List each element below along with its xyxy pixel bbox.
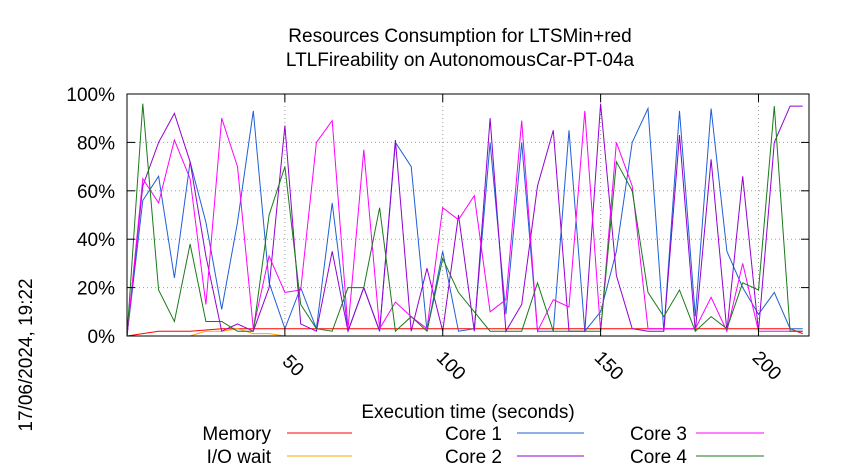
legend-label: Memory [202,424,271,445]
y-tick-label: 40% [77,230,115,251]
y-tick-label: 60% [77,182,115,203]
series-line-core-4 [126,103,803,337]
legend-label: I/O wait [207,447,272,468]
legend-label: Core 1 [445,424,502,445]
legend-label: Core 3 [630,424,687,445]
chart-subtitle: LTLFireability on AutonomousCar-PT-04a [286,50,635,71]
grid-lines [127,94,809,336]
x-tick-label: 150 [590,347,627,384]
timestamp-label: 17/06/2024, 19:22 [16,278,37,431]
x-axis-label: Execution time (seconds) [361,402,574,423]
series-line-core-2 [126,103,803,337]
x-tick-label: 50 [278,351,308,381]
series-lines [126,103,803,337]
x-tick-label: 200 [748,347,785,384]
legend-label: Core 2 [445,447,502,468]
series-line-core-1 [126,106,803,337]
legend-label: Core 4 [630,447,687,468]
series-line-core-3 [126,110,803,337]
plot-frame [126,93,810,337]
y-tick-label: 80% [77,133,115,154]
y-tick-label: 0% [88,327,116,348]
y-axis: 0% 20% 40% 60% 80% 100% [66,85,809,348]
chart-title: Resources Consumption for LTSMin+red [288,26,631,47]
y-tick-label: 20% [77,279,115,300]
y-tick-label: 100% [66,85,115,106]
x-tick-label: 100 [432,347,469,384]
